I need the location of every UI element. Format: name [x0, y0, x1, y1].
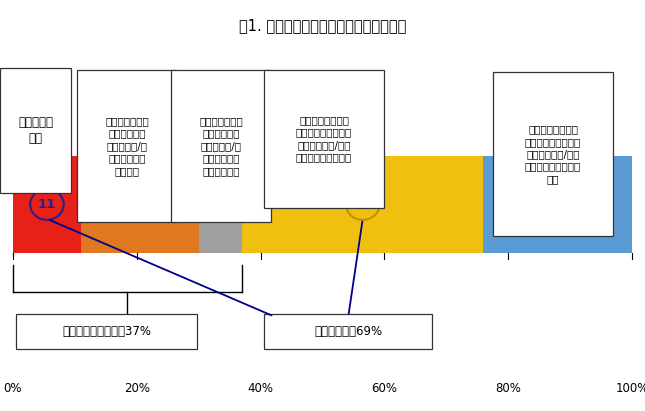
Text: 39: 39	[353, 198, 372, 211]
FancyBboxPatch shape	[199, 156, 242, 253]
FancyBboxPatch shape	[242, 156, 484, 253]
Text: 60%: 60%	[372, 382, 397, 395]
Text: 7: 7	[216, 198, 224, 211]
Text: 19: 19	[131, 198, 149, 211]
Text: 40%: 40%	[248, 382, 273, 395]
Text: 80%: 80%	[495, 382, 521, 395]
Text: インストー
ル済: インストー ル済	[18, 116, 53, 145]
Text: 0%: 0%	[4, 382, 22, 395]
Text: 100%: 100%	[615, 382, 645, 395]
FancyBboxPatch shape	[484, 156, 632, 253]
FancyBboxPatch shape	[77, 70, 177, 222]
FancyBboxPatch shape	[13, 156, 81, 253]
Text: 自治体のアプリが
あるか分からない・
アプリはない/今後
インストールしたく
ない: 自治体のアプリが あるか分からない・ アプリはない/今後 インストールしたく な…	[525, 124, 581, 184]
FancyBboxPatch shape	[16, 314, 197, 349]
FancyBboxPatch shape	[264, 314, 432, 349]
Text: 存在を知っている：37%: 存在を知っている：37%	[62, 326, 151, 338]
FancyBboxPatch shape	[493, 72, 613, 236]
Text: 自治体のアプリ
があることを
知っていた/今
後インストー
ルしたくない: 自治体のアプリ があることを 知っていた/今 後インストー ルしたくない	[199, 116, 243, 176]
Text: 20%: 20%	[124, 382, 150, 395]
Text: 自治体のアプリ
があることを
知っていた/今
後インストー
ルしたい: 自治体のアプリ があることを 知っていた/今 後インストー ルしたい	[106, 116, 149, 176]
FancyBboxPatch shape	[0, 68, 71, 193]
Text: 利用意向有：69%: 利用意向有：69%	[314, 326, 382, 338]
FancyBboxPatch shape	[264, 70, 384, 208]
Text: 自治体のアプリが
あるか分からない・
アプリはない/今後
インストールしたい: 自治体のアプリが あるか分からない・ アプリはない/今後 インストールしたい	[296, 115, 352, 162]
Text: 図1. 自治体が作成したアプリの利用意向: 図1. 自治体が作成したアプリの利用意向	[239, 18, 406, 33]
Text: 11: 11	[38, 198, 56, 211]
Text: 24: 24	[550, 198, 566, 211]
FancyBboxPatch shape	[81, 156, 199, 253]
FancyBboxPatch shape	[171, 70, 271, 222]
